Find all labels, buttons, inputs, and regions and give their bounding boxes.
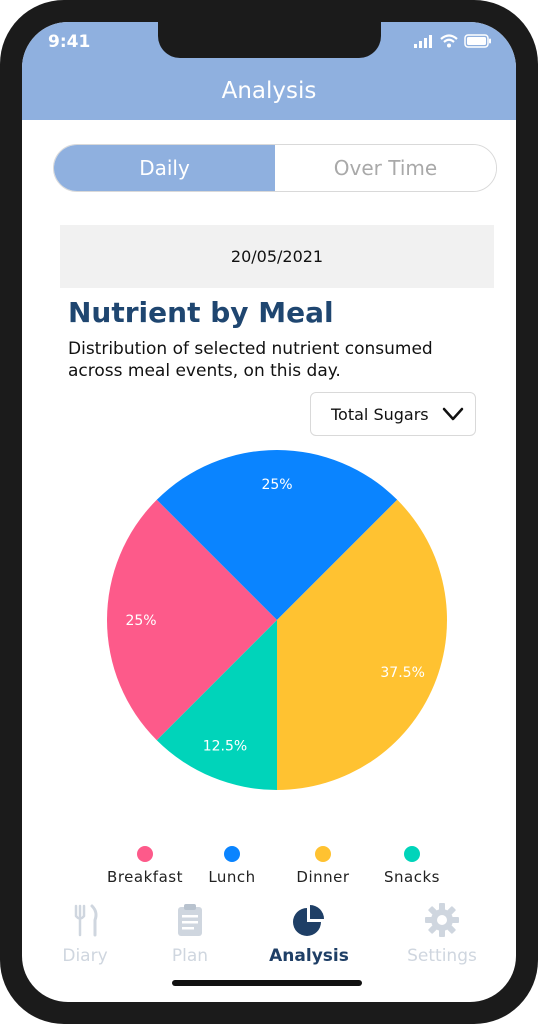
page-title: Analysis [221, 78, 317, 104]
legend-dinner: Dinner [278, 842, 368, 886]
legend-snacks: Snacks [367, 842, 457, 886]
pie-chart: 25% 25% 37.5% 12.5% [107, 450, 447, 790]
date-display[interactable]: 20/05/2021 [60, 225, 494, 288]
status-time: 9:41 [48, 32, 91, 52]
pie-slice-breakfast [107, 499, 277, 741]
lunch-dot [224, 846, 240, 862]
battery-icon [464, 34, 491, 48]
chevron-down-icon [442, 407, 464, 421]
signal-icon [414, 35, 432, 48]
view-toggle: Daily Over Time [53, 144, 497, 192]
tab-settings-label: Settings [407, 946, 477, 966]
screen: 9:41 Analysis Daily [22, 22, 516, 1002]
section-description: Distribution of selected nutrient consum… [68, 339, 433, 381]
tab-plan-label: Plan [171, 946, 209, 966]
dinner-dot [315, 846, 331, 862]
breakfast-dot [137, 846, 153, 862]
nutrient-dropdown[interactable]: Total Sugars [310, 392, 476, 436]
tab-settings[interactable]: Settings [387, 902, 497, 966]
pie-slice-lunch [156, 450, 398, 620]
legend-dinner-label: Dinner [296, 868, 350, 886]
tab-diary-label: Diary [62, 946, 108, 966]
pie-label-snacks: 12.5% [203, 739, 247, 755]
tab-bar: Diary Plan Analysis [22, 902, 516, 977]
pie-label-breakfast: 25% [125, 613, 156, 629]
pie-label-dinner: 37.5% [380, 665, 424, 681]
snacks-dot [404, 846, 420, 862]
clipboard-icon [178, 904, 202, 936]
tab-diary[interactable]: Diary [30, 902, 140, 966]
daily-tab[interactable]: Daily [54, 145, 275, 191]
tab-analysis[interactable]: Analysis [254, 902, 364, 966]
pie-label-lunch: 25% [261, 477, 292, 493]
nutrient-dropdown-value: Total Sugars [331, 404, 429, 424]
pie-slice-snacks [156, 620, 277, 790]
pie-slice-dinner [277, 499, 447, 790]
chart-legend: Breakfast Lunch Dinner Snacks [102, 842, 462, 892]
legend-lunch: Lunch [187, 842, 277, 886]
legend-lunch-label: Lunch [208, 868, 256, 886]
gear-icon [425, 903, 459, 937]
fork-knife-icon [74, 904, 98, 937]
legend-snacks-label: Snacks [384, 868, 440, 886]
over-time-tab[interactable]: Over Time [275, 145, 496, 191]
notch [158, 22, 381, 58]
pie-chart-icon [293, 905, 324, 936]
tab-plan[interactable]: Plan [135, 902, 245, 966]
home-indicator [172, 980, 362, 986]
wifi-icon [440, 34, 458, 48]
legend-breakfast: Breakfast [100, 842, 190, 886]
status-icons [414, 34, 492, 48]
legend-breakfast-label: Breakfast [107, 868, 183, 886]
section-title: Nutrient by Meal [68, 296, 334, 329]
tab-analysis-label: Analysis [269, 946, 349, 966]
